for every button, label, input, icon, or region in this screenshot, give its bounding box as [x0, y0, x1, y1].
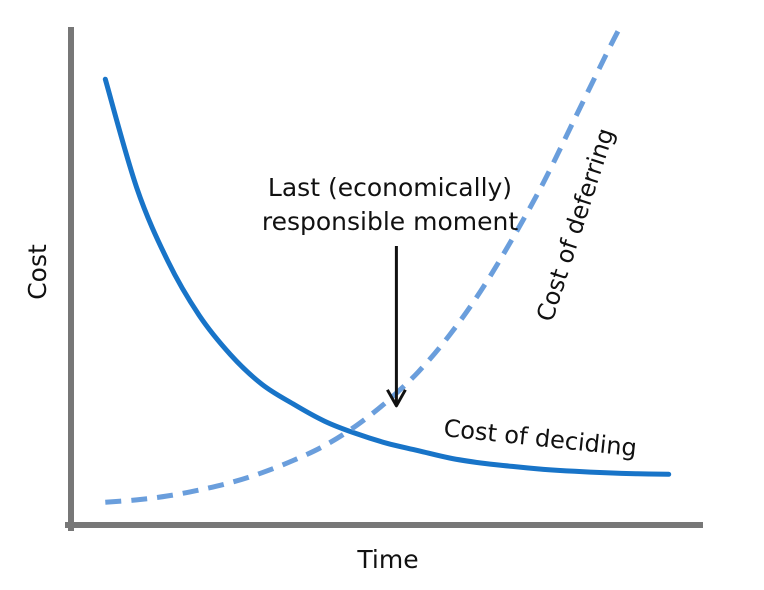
series-label-cost-of-deferring: Cost of deferring [531, 125, 620, 325]
annotation-line-1: Last (economically) [268, 173, 512, 202]
x-axis-label: Time [356, 545, 418, 574]
annotation-arrow-head [386, 389, 407, 408]
cost-of-deferring-line [105, 28, 621, 505]
series-label-cost-of-deciding: Cost of deciding [442, 414, 638, 462]
y-axis-label: Cost [23, 244, 52, 300]
cost-of-deciding-line [102, 76, 672, 477]
annotation-line-2: responsible moment [262, 207, 518, 236]
